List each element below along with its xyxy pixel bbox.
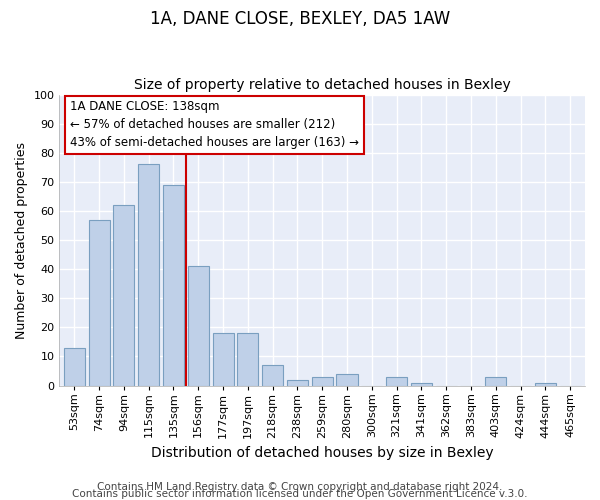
- Bar: [411, 382, 432, 386]
- Bar: [386, 377, 407, 386]
- Bar: [535, 382, 556, 386]
- Y-axis label: Number of detached properties: Number of detached properties: [15, 142, 28, 338]
- Text: 1A, DANE CLOSE, BEXLEY, DA5 1AW: 1A, DANE CLOSE, BEXLEY, DA5 1AW: [150, 10, 450, 28]
- X-axis label: Distribution of detached houses by size in Bexley: Distribution of detached houses by size …: [151, 446, 494, 460]
- Bar: [262, 365, 283, 386]
- Bar: [485, 377, 506, 386]
- Text: Contains HM Land Registry data © Crown copyright and database right 2024.: Contains HM Land Registry data © Crown c…: [97, 482, 503, 492]
- Bar: [64, 348, 85, 386]
- Bar: [237, 333, 259, 386]
- Bar: [89, 220, 110, 386]
- Bar: [138, 164, 159, 386]
- Text: 1A DANE CLOSE: 138sqm
← 57% of detached houses are smaller (212)
43% of semi-det: 1A DANE CLOSE: 138sqm ← 57% of detached …: [70, 100, 359, 150]
- Text: Contains public sector information licensed under the Open Government Licence v.: Contains public sector information licen…: [72, 489, 528, 499]
- Bar: [311, 377, 333, 386]
- Bar: [188, 266, 209, 386]
- Bar: [337, 374, 358, 386]
- Bar: [287, 380, 308, 386]
- Title: Size of property relative to detached houses in Bexley: Size of property relative to detached ho…: [134, 78, 511, 92]
- Bar: [113, 205, 134, 386]
- Bar: [212, 333, 233, 386]
- Bar: [163, 185, 184, 386]
